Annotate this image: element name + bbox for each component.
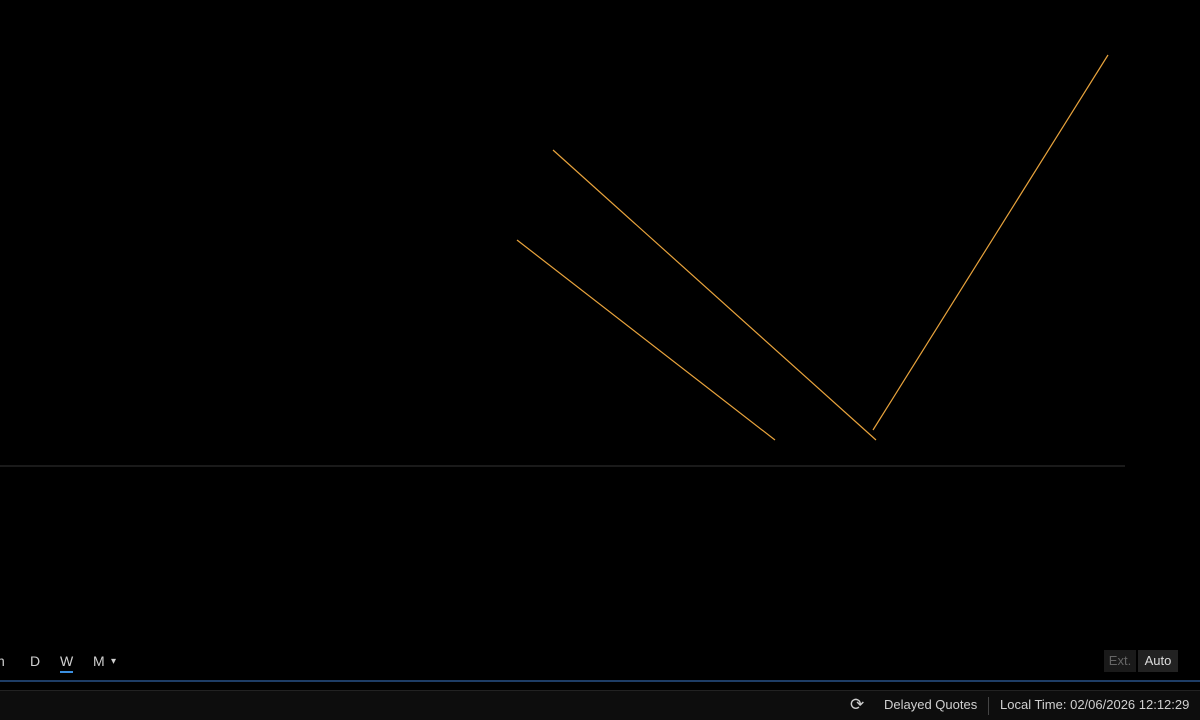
- status-bar: ⟳ Delayed Quotes Local Time: 02/06/2026 …: [0, 690, 1200, 720]
- refresh-icon[interactable]: ⟳: [850, 695, 865, 714]
- separator: [988, 697, 989, 715]
- period-button[interactable]: D: [30, 653, 41, 669]
- chart: +: [0, 54, 1125, 467]
- local-time: Local Time: 02/06/2026 12:12:29: [1000, 697, 1190, 712]
- channel-upper: [552, 149, 877, 441]
- period-button[interactable]: W: [60, 653, 74, 673]
- toolbar: h D W M ▾ Ext. Auto: [0, 644, 1200, 682]
- delayed-quotes: Delayed Quotes: [884, 697, 978, 712]
- auto-button[interactable]: Auto: [1138, 650, 1178, 672]
- projection-line: [872, 54, 1109, 431]
- period-button[interactable]: h: [0, 653, 5, 669]
- dropdown-caret[interactable]: ▾: [111, 656, 117, 667]
- ext-button[interactable]: Ext.: [1104, 650, 1136, 672]
- period-button[interactable]: M: [93, 653, 105, 669]
- channel-lower: [516, 239, 776, 441]
